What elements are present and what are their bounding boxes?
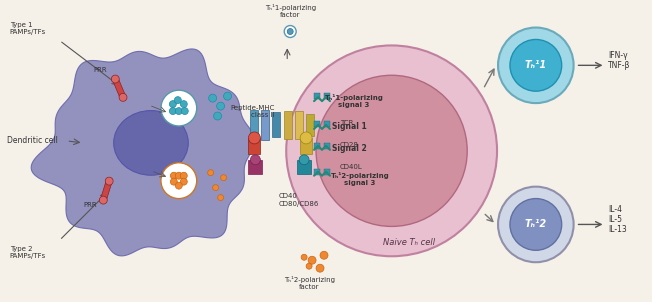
Text: CD28: CD28 <box>340 142 359 148</box>
Text: Tₕ¹2-polarizing
signal 3: Tₕ¹2-polarizing signal 3 <box>331 172 389 186</box>
Text: CD40L: CD40L <box>340 164 363 170</box>
Text: IL-4
IL-5
IL-13: IL-4 IL-5 IL-13 <box>608 204 627 234</box>
Circle shape <box>119 93 127 101</box>
Text: Signal 2: Signal 2 <box>333 144 367 153</box>
Bar <box>297 160 311 174</box>
Circle shape <box>214 112 222 120</box>
Circle shape <box>170 101 176 108</box>
Circle shape <box>207 170 214 176</box>
Ellipse shape <box>113 111 188 175</box>
Bar <box>314 121 320 127</box>
Polygon shape <box>31 49 254 256</box>
Circle shape <box>170 108 176 114</box>
Bar <box>314 169 320 175</box>
Text: IFN-γ
TNF-β: IFN-γ TNF-β <box>608 51 630 70</box>
Circle shape <box>161 90 197 126</box>
Text: CD40: CD40 <box>278 193 297 199</box>
Circle shape <box>320 251 328 259</box>
Circle shape <box>181 101 187 108</box>
Bar <box>100 180 112 201</box>
Bar <box>248 138 260 154</box>
Circle shape <box>284 26 296 37</box>
Circle shape <box>175 182 183 189</box>
Circle shape <box>170 172 177 179</box>
Text: Dendritic cell: Dendritic cell <box>7 137 57 145</box>
Circle shape <box>174 97 181 104</box>
Ellipse shape <box>316 75 467 226</box>
Circle shape <box>99 196 108 204</box>
Bar <box>314 143 320 149</box>
Text: PRR: PRR <box>93 67 107 73</box>
Text: Type 2
PAMPs/TFs: Type 2 PAMPs/TFs <box>10 246 46 259</box>
Bar <box>261 110 269 140</box>
Text: Tₕ¹1-polarizing
signal 3: Tₕ¹1-polarizing signal 3 <box>325 94 383 108</box>
Bar <box>324 169 330 175</box>
Circle shape <box>218 194 224 201</box>
Text: TCR: TCR <box>340 120 353 126</box>
Bar <box>295 111 303 139</box>
Bar <box>250 110 258 140</box>
Circle shape <box>181 178 187 185</box>
Circle shape <box>250 155 260 165</box>
Circle shape <box>175 172 183 179</box>
Circle shape <box>209 94 216 102</box>
Text: CD80/CD86: CD80/CD86 <box>278 201 319 207</box>
Circle shape <box>248 132 260 144</box>
Bar <box>284 111 292 139</box>
Bar <box>324 93 330 99</box>
Text: Peptide-MHC
class II: Peptide-MHC class II <box>230 104 274 117</box>
Ellipse shape <box>286 45 497 256</box>
Circle shape <box>288 28 293 34</box>
Bar <box>324 121 330 127</box>
Text: Naive Tₕ cell: Naive Tₕ cell <box>383 238 436 247</box>
Text: PRR: PRR <box>83 201 97 207</box>
Bar <box>248 160 262 174</box>
Circle shape <box>224 92 231 100</box>
Circle shape <box>105 177 113 185</box>
Text: Signal 1: Signal 1 <box>333 123 367 131</box>
Circle shape <box>216 102 224 110</box>
Circle shape <box>306 263 312 269</box>
Circle shape <box>213 185 218 191</box>
Circle shape <box>220 175 226 181</box>
Text: Type 1
PAMPs/TFs: Type 1 PAMPs/TFs <box>10 22 46 35</box>
Text: Tₕ¹1: Tₕ¹1 <box>525 60 547 70</box>
Bar <box>273 112 280 137</box>
Circle shape <box>175 108 183 114</box>
Circle shape <box>498 187 574 262</box>
Text: Tₕ¹1-polarizing
factor: Tₕ¹1-polarizing factor <box>265 4 316 18</box>
Circle shape <box>111 75 119 83</box>
Bar <box>324 143 330 149</box>
Circle shape <box>181 108 188 114</box>
Circle shape <box>308 256 316 264</box>
Circle shape <box>498 27 574 103</box>
Circle shape <box>300 132 312 144</box>
Bar <box>306 114 314 136</box>
Bar <box>300 138 312 154</box>
Circle shape <box>161 163 197 199</box>
Circle shape <box>316 264 324 272</box>
Circle shape <box>510 199 561 250</box>
Text: Tₕ¹2: Tₕ¹2 <box>525 220 547 230</box>
Circle shape <box>170 178 177 185</box>
Circle shape <box>301 254 307 260</box>
Text: Tₕ¹2-polarizing
factor: Tₕ¹2-polarizing factor <box>284 276 334 290</box>
Circle shape <box>299 155 309 165</box>
Bar <box>113 78 126 98</box>
Circle shape <box>181 172 187 179</box>
Bar <box>314 93 320 99</box>
Circle shape <box>510 40 561 91</box>
